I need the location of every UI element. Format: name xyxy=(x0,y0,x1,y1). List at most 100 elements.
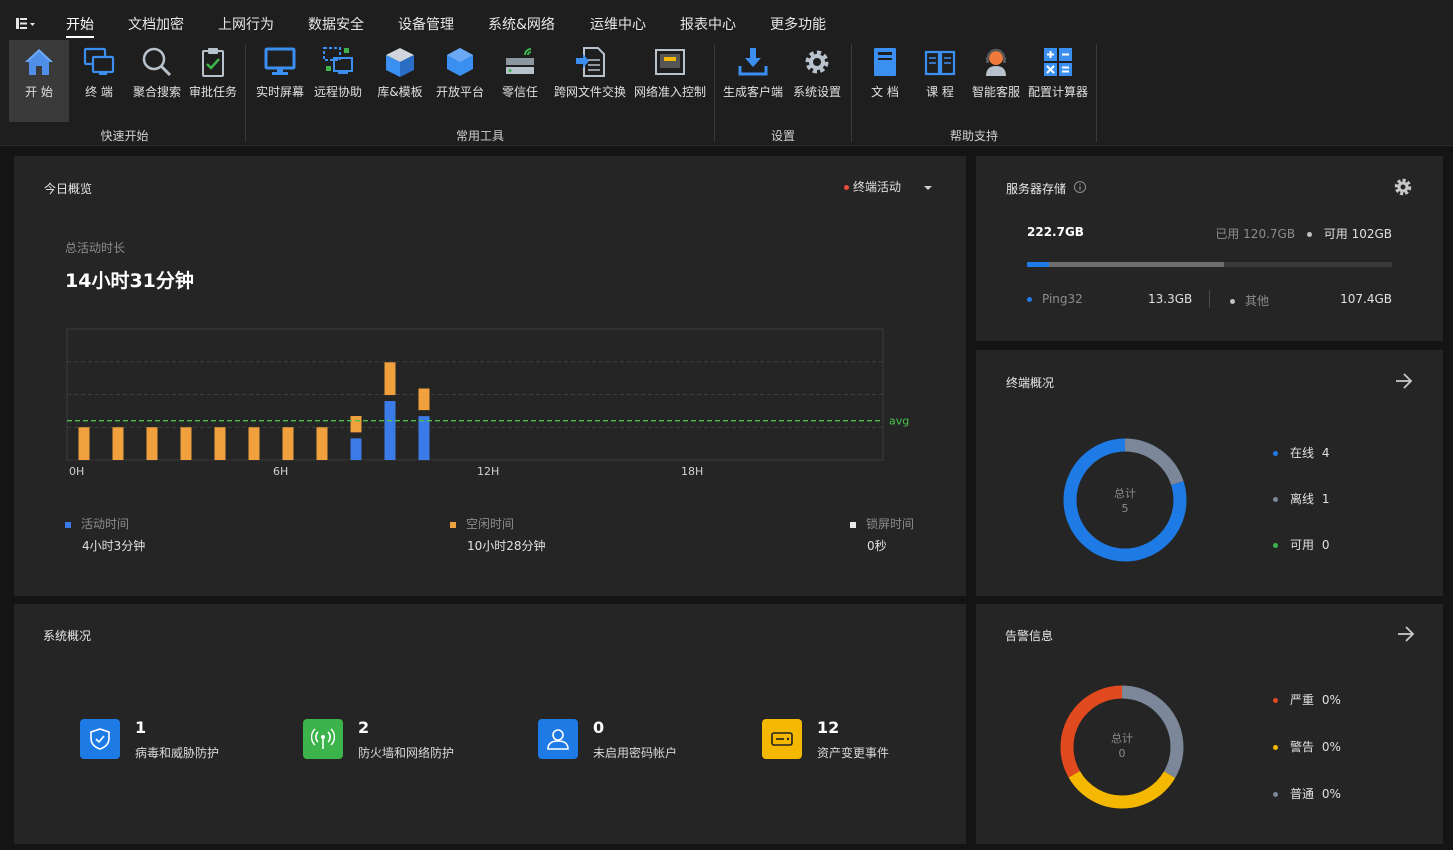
zero-trust-button[interactable]: 零信任 xyxy=(494,40,546,122)
critical-dot xyxy=(1273,698,1278,703)
info-icon[interactable] xyxy=(1073,180,1087,194)
filter-status-dot xyxy=(844,185,849,190)
generate-client-button[interactable]: 生成客户端 xyxy=(720,40,786,122)
warning-dot xyxy=(1273,745,1278,750)
virus-protection-label: 病毒和威胁防护 xyxy=(135,746,220,760)
docs-button[interactable]: 文 档 xyxy=(858,40,912,122)
bar-idle xyxy=(180,427,192,460)
offline-label: 离线 xyxy=(1290,492,1315,506)
server-storage-panel: 服务器存储 222.7GB 已用 120.7GB 可用 102GB Ping32… xyxy=(976,156,1443,341)
ribbon-separator xyxy=(1096,44,1097,142)
alarm-legend-warning: 警告 0% xyxy=(1273,738,1341,755)
virus-protection-count: 1 xyxy=(135,718,147,737)
x-tick-label: 12H xyxy=(477,465,499,478)
alarm-info-panel: 告警信息 总计 0 严重 0% 警告 0% 普通 0% xyxy=(976,604,1443,844)
course-label: 课 程 xyxy=(926,85,954,99)
bar-idle xyxy=(384,362,396,396)
calculator-icon xyxy=(1044,48,1072,76)
donut-segment xyxy=(1060,685,1184,809)
offline-value: 1 xyxy=(1321,492,1330,506)
library-template-button[interactable]: 库&模板 xyxy=(370,40,430,122)
terminal-icon xyxy=(83,47,115,75)
bar-idle xyxy=(282,427,294,460)
menu-item-system-network[interactable]: 系统&网络 xyxy=(488,17,555,33)
terminal-button[interactable]: 终 端 xyxy=(70,40,128,122)
menu-item-data-security[interactable]: 数据安全 xyxy=(308,17,364,33)
download-icon xyxy=(738,48,768,76)
other-label: 其他 xyxy=(1245,294,1270,308)
menu-bar: 开始 文档加密 上网行为 数据安全 设备管理 系统&网络 运维中心 报表中心 更… xyxy=(0,0,1453,40)
menu-item-ops-center[interactable]: 运维中心 xyxy=(590,17,646,33)
network-access-control-label: 网络准入控制 xyxy=(633,85,706,99)
menu-item-start[interactable]: 开始 xyxy=(66,17,94,38)
legend-active-swatch xyxy=(65,521,71,528)
system-settings-button[interactable]: 系统设置 xyxy=(788,40,846,122)
storage-avail-label: 可用 xyxy=(1323,227,1348,241)
storage-total: 222.7GB xyxy=(1027,225,1084,239)
open-platform-button[interactable]: 开放平台 xyxy=(432,40,488,122)
menu-item-more[interactable]: 更多功能 xyxy=(770,17,826,33)
donut-segment xyxy=(1060,685,1184,809)
ribbon-separator xyxy=(245,44,246,142)
legend-lock-swatch xyxy=(850,521,856,528)
search-icon xyxy=(142,47,172,77)
menu-item-doc-encryption[interactable]: 文档加密 xyxy=(128,17,184,33)
app-menu-icon[interactable] xyxy=(14,16,38,32)
hexagon-icon xyxy=(447,48,473,76)
ribbon-separator xyxy=(714,44,715,142)
smart-service-button[interactable]: 智能客服 xyxy=(968,40,1024,122)
terminal-legend-offline: 离线 1 xyxy=(1273,490,1329,507)
system-overview-panel: 系统概况 1 病毒和威胁防护 2 防火墙和网络防护 xyxy=(14,604,966,844)
group-label-settings: 设置 xyxy=(770,129,795,143)
menu-item-web-behavior[interactable]: 上网行为 xyxy=(218,17,274,33)
course-button[interactable]: 课 程 xyxy=(914,40,966,122)
bar-idle xyxy=(248,427,260,460)
total-active-label: 总活动时长 xyxy=(65,241,126,255)
activity-filter-dropdown[interactable]: 终端活动 xyxy=(844,178,933,195)
menu-item-report-center[interactable]: 报表中心 xyxy=(680,17,736,33)
warning-label: 警告 xyxy=(1290,740,1315,754)
legend-lock: 锁屏时间 xyxy=(850,515,914,532)
storage-used-value: 120.7GB xyxy=(1243,227,1296,241)
legend-idle-label: 空闲时间 xyxy=(466,517,515,531)
critical-value: 0% xyxy=(1321,693,1341,707)
bar-idle xyxy=(316,427,328,460)
menu-item-device-mgmt[interactable]: 设备管理 xyxy=(398,17,454,33)
library-template-label: 库&模板 xyxy=(377,85,423,99)
bar-idle xyxy=(112,427,124,460)
realtime-screen-button[interactable]: 实时屏幕 xyxy=(252,40,308,122)
cube-icon xyxy=(386,48,414,77)
aggregate-search-button[interactable]: 聚合搜索 xyxy=(128,40,186,122)
cross-network-file-button[interactable]: 跨网文件交换 xyxy=(552,40,628,122)
shield-icon xyxy=(80,719,120,759)
remote-assist-button[interactable]: 远程协助 xyxy=(310,40,366,122)
alarm-legend-critical: 严重 0% xyxy=(1273,691,1341,708)
chart-avg-line: avg xyxy=(67,415,909,428)
chart-ticks: 0H 6H 12H 18H xyxy=(69,465,703,478)
group-label-quick-start: 快速开始 xyxy=(100,129,149,143)
approval-task-label: 审批任务 xyxy=(188,85,237,99)
start-button[interactable]: 开 始 xyxy=(9,40,69,122)
terminal-overview-panel: 终端概况 总计 5 在线 4 离线 1 可用 0 xyxy=(976,350,1443,596)
network-access-control-button[interactable]: 网络准入控制 xyxy=(632,40,708,122)
settings-gear-icon[interactable] xyxy=(1393,177,1413,197)
approval-task-button[interactable]: 审批任务 xyxy=(186,40,240,122)
system-overview-title: 系统概况 xyxy=(43,629,92,643)
group-label-tools: 常用工具 xyxy=(455,129,504,143)
config-calculator-button[interactable]: 配置计算器 xyxy=(1026,40,1090,122)
headset-agent-icon xyxy=(986,48,1006,76)
terminal-legend-online: 在线 4 xyxy=(1273,444,1329,461)
arrow-right-icon[interactable] xyxy=(1397,626,1415,642)
config-calculator-label: 配置计算器 xyxy=(1027,85,1088,99)
legend-idle-value: 10小时28分钟 xyxy=(467,539,546,553)
normal-label: 普通 xyxy=(1290,787,1315,801)
x-tick-label: 18H xyxy=(681,465,703,478)
open-platform-label: 开放平台 xyxy=(435,85,484,99)
remote-assist-label: 远程协助 xyxy=(313,85,362,99)
legend-active-value: 4小时3分钟 xyxy=(82,539,146,553)
bar-active xyxy=(418,416,430,460)
firewall-count: 2 xyxy=(358,718,370,737)
terminal-total-value: 5 xyxy=(1121,502,1129,515)
bar-active xyxy=(350,438,362,460)
arrow-right-icon[interactable] xyxy=(1395,373,1413,389)
